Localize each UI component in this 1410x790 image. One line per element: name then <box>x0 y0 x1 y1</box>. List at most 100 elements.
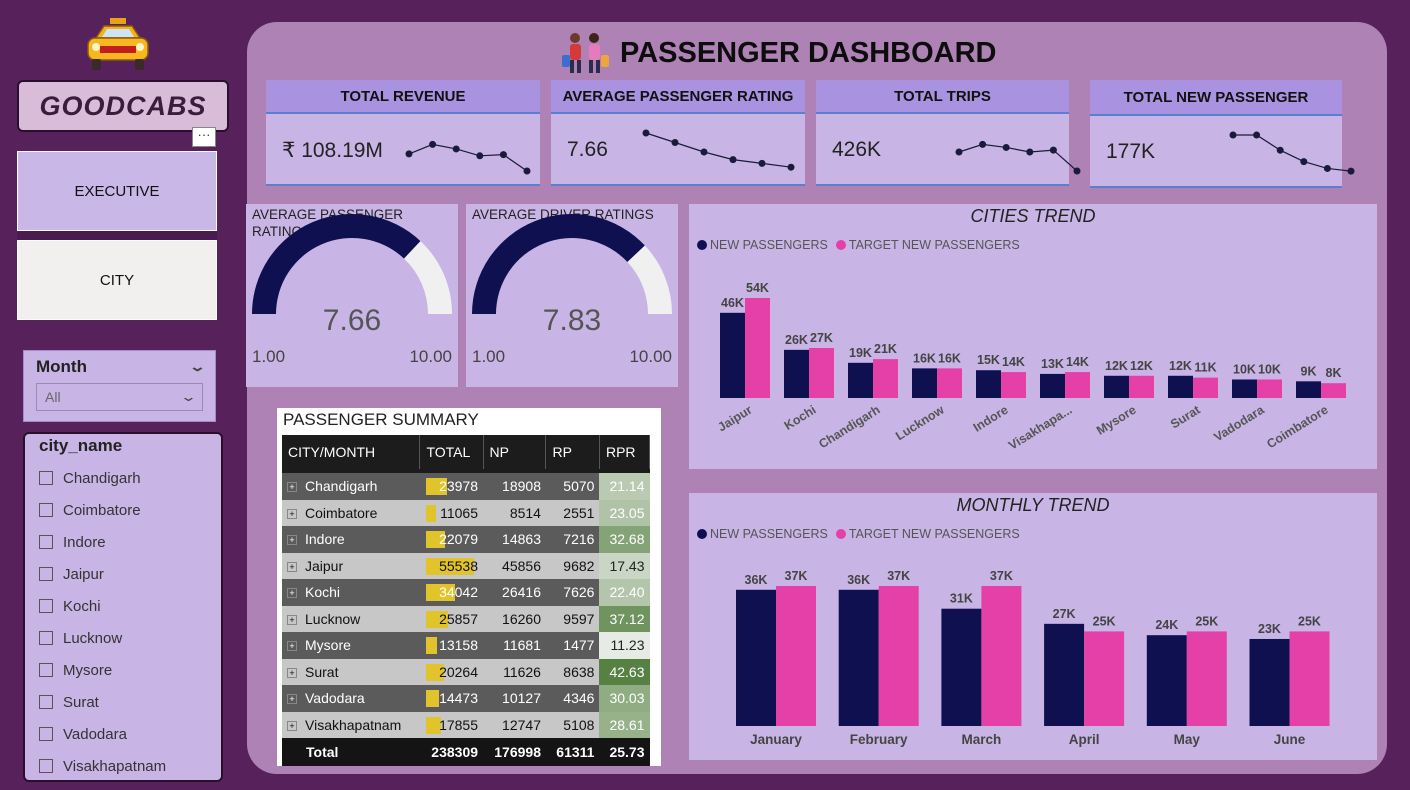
legend-label: NEW PASSENGERS <box>710 527 828 541</box>
expand-icon[interactable]: + <box>287 508 297 519</box>
nav-city-button[interactable]: CITY <box>17 240 217 320</box>
checkbox[interactable] <box>39 695 53 709</box>
checkbox[interactable] <box>39 471 53 485</box>
column-header[interactable]: RP <box>545 435 600 469</box>
checkbox[interactable] <box>39 567 53 581</box>
data-label: 9K <box>1301 364 1317 378</box>
rpr-cell: 11.23 <box>599 632 650 659</box>
new-passengers-bar <box>1232 379 1257 398</box>
city-slicer: city_name Chandigarh Coimbatore Indore Jaip… <box>23 432 223 782</box>
table-row[interactable]: + Coimbatore 11065 8514 2551 23.05 <box>282 499 650 526</box>
column-header[interactable]: RPR <box>599 435 651 469</box>
city-cell: + Vadodara <box>282 685 420 712</box>
city-option-label: Coimbatore <box>63 501 141 519</box>
total-databar <box>425 716 441 734</box>
chevron-down-icon[interactable]: ⌄ <box>188 359 207 374</box>
more-options-button[interactable]: ··· <box>192 127 216 147</box>
sparkline-point <box>671 139 679 146</box>
city-option-mysore[interactable]: Mysore <box>39 654 207 686</box>
city-option-visakhapatnam[interactable]: Visakhapatnam <box>39 750 207 782</box>
rp-cell: 7216 <box>545 526 600 553</box>
kpi-label: TOTAL NEW PASSENGER <box>1090 80 1342 116</box>
total-databar <box>425 610 448 628</box>
category-label: April <box>1069 732 1100 747</box>
expand-icon[interactable]: + <box>287 614 297 625</box>
sparkline-point <box>729 156 737 164</box>
checkbox[interactable] <box>39 727 53 741</box>
kpi-value: 177K <box>1106 140 1156 163</box>
table-row[interactable]: + Surat 20264 11626 8638 42.63 <box>282 658 650 685</box>
table-row[interactable]: + Chandigarh 23978 18908 5070 21.14 <box>282 473 650 500</box>
data-label: 12K <box>1105 359 1128 373</box>
nav-executive-button[interactable]: EXECUTIVE <box>17 151 217 231</box>
checkbox[interactable] <box>39 663 53 677</box>
city-option-chandigarh[interactable]: Chandigarh <box>39 462 207 494</box>
column-header[interactable]: NP <box>483 435 547 469</box>
expand-icon[interactable]: + <box>287 535 297 546</box>
gauge-min: 1.00 <box>472 347 505 366</box>
expand-icon[interactable]: + <box>287 720 297 731</box>
new-passengers-bar <box>1146 635 1187 726</box>
checkbox[interactable] <box>39 503 53 517</box>
total-value: 20264 <box>439 663 479 680</box>
city-option-label: Kochi <box>63 597 101 615</box>
city-option-indore[interactable]: Indore <box>39 526 207 558</box>
checkbox[interactable] <box>39 599 53 613</box>
city-option-kochi[interactable]: Kochi <box>39 590 207 622</box>
data-label: 25K <box>1195 614 1218 628</box>
target-passengers-bar <box>1193 377 1218 398</box>
data-label: 14K <box>1066 355 1089 369</box>
target-passengers-bar <box>878 586 919 726</box>
table-row[interactable]: + Lucknow 25857 16260 9597 37.12 <box>282 605 650 632</box>
city-option-coimbatore[interactable]: Coimbatore <box>39 494 207 526</box>
city-option-vadodara[interactable]: Vadodara <box>39 718 207 750</box>
checkbox[interactable] <box>39 759 53 773</box>
column-header[interactable]: TOTAL <box>419 435 484 469</box>
expand-icon[interactable]: + <box>287 482 297 493</box>
city-option-jaipur[interactable]: Jaipur <box>39 558 207 590</box>
category-label: Lucknow <box>893 403 947 444</box>
category-label: Surat <box>1168 402 1203 431</box>
table-row[interactable]: + Mysore 13158 11681 1477 11.23 <box>282 632 650 659</box>
data-label: 16K <box>913 351 936 365</box>
table-row[interactable]: + Kochi 34042 26416 7626 22.40 <box>282 579 650 606</box>
sparkline-point <box>476 152 484 160</box>
np-cell: 18908 <box>483 473 546 500</box>
data-label: 13K <box>1041 357 1064 371</box>
data-label: 10K <box>1258 362 1281 376</box>
checkbox[interactable] <box>39 631 53 645</box>
checkbox[interactable] <box>39 535 53 549</box>
table-title: PASSENGER SUMMARY <box>283 410 479 429</box>
sparkline-point <box>429 140 437 148</box>
column-header[interactable]: CITY/MONTH <box>282 435 421 469</box>
city-name: Vadodara <box>305 690 365 707</box>
data-label: 36K <box>745 573 768 587</box>
expand-icon[interactable]: + <box>287 588 297 599</box>
expand-icon[interactable]: + <box>287 561 297 572</box>
new-passengers-bar <box>1249 638 1290 726</box>
total-value: 14473 <box>439 690 479 707</box>
month-dropdown[interactable]: All ⌄ <box>36 383 203 411</box>
total-value: 17855 <box>439 716 479 733</box>
total-cell: 34042 <box>419 579 484 606</box>
kpi-label: AVERAGE PASSENGER RATING <box>551 80 805 114</box>
total-databar <box>425 690 439 707</box>
sparkline-point <box>1229 131 1237 139</box>
np-cell: 10127 <box>483 685 546 712</box>
data-label: 25K <box>1093 614 1116 628</box>
new-passengers-bar <box>848 362 873 398</box>
city-option-lucknow[interactable]: Lucknow <box>39 622 207 654</box>
new-passengers-bar <box>1296 381 1321 398</box>
table-row[interactable]: + Visakhapatnam 17855 12747 5108 28.61 <box>282 711 650 738</box>
total-databar <box>425 557 474 575</box>
table-row[interactable]: + Jaipur 55538 45856 9682 17.43 <box>282 552 650 579</box>
expand-icon[interactable]: + <box>287 694 297 705</box>
table-row[interactable]: + Indore 22079 14863 7216 32.68 <box>282 526 650 553</box>
city-option-surat[interactable]: Surat <box>39 686 207 718</box>
table-row[interactable]: + Vadodara 14473 10127 4346 30.03 <box>282 685 650 712</box>
expand-icon[interactable]: + <box>287 641 297 652</box>
expand-icon[interactable]: + <box>287 667 297 678</box>
total-cell: 23978 <box>419 473 484 500</box>
total-value: 34042 <box>439 584 479 601</box>
category-label: Kochi <box>782 403 819 433</box>
